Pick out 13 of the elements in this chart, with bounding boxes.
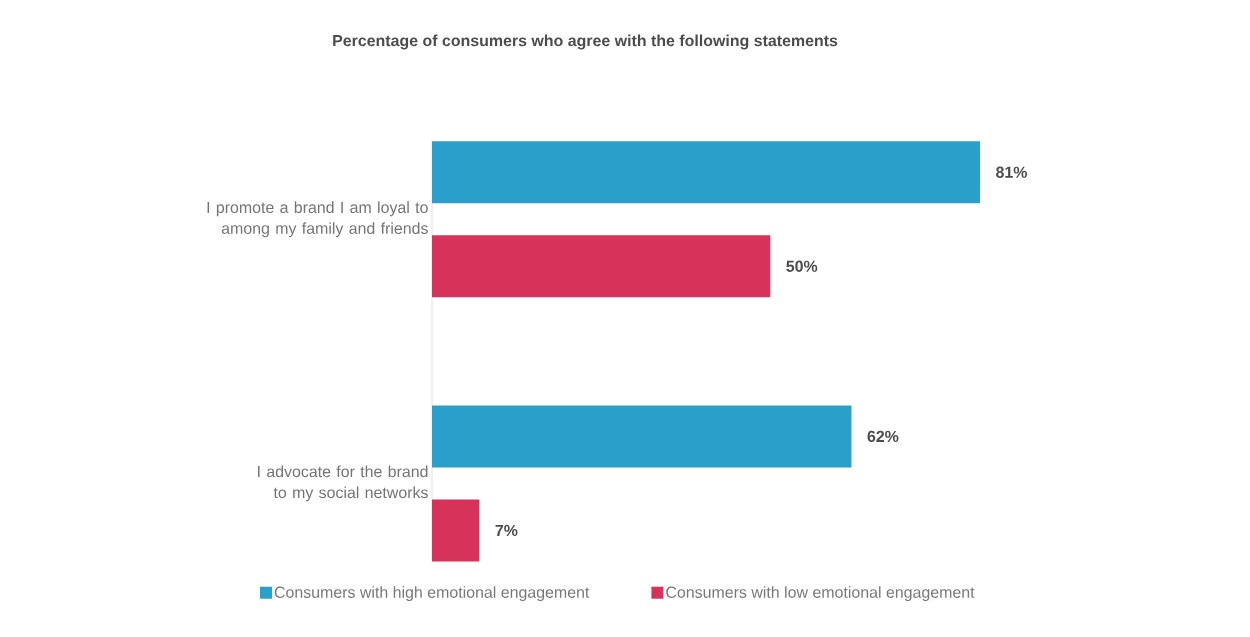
bar (432, 141, 981, 204)
data-label: 7% (495, 524, 518, 537)
data-label: 50% (786, 260, 818, 272)
data-label: 62% (867, 430, 899, 443)
legend-label: Consumers with high emotional engagement (274, 586, 590, 602)
y-tick-label: I advocate for the brand to my social networks (258, 465, 428, 502)
y-tick-label: I promote a brand I am loyal to among my family and friends (207, 201, 428, 238)
chart-title: Percentage of consumers who agree with the following statements (333, 34, 838, 50)
bar (432, 499, 480, 562)
legend-label: Consumers with low emotional engagement (666, 586, 975, 602)
data-label: 81% (996, 166, 1027, 178)
bar (432, 235, 771, 298)
bar (432, 405, 852, 468)
